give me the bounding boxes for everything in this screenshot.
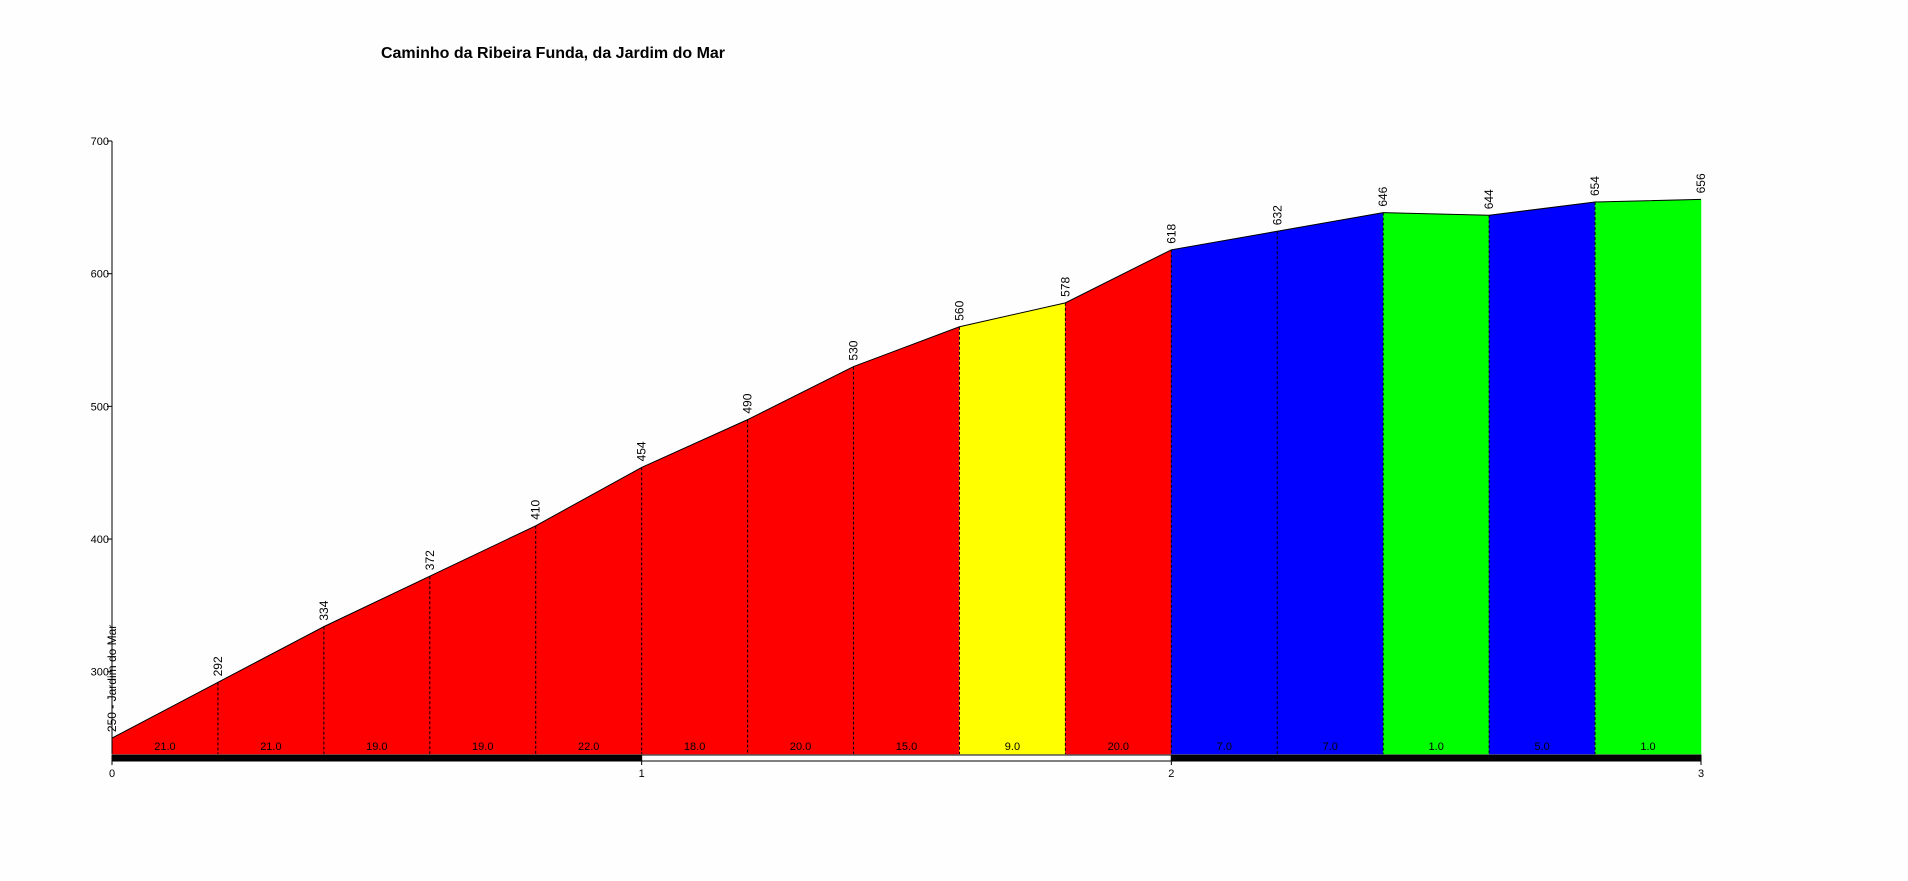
- segment: [1488, 201, 1596, 755]
- elevation-label: 372: [423, 550, 437, 570]
- chart-title: Caminho da Ribeira Funda, da Jardim do M…: [381, 45, 725, 62]
- gradient-label: 15.0: [896, 741, 917, 753]
- elevation-label: 656: [1694, 173, 1708, 193]
- km-strip: [111, 754, 643, 762]
- gradient-label: 20.0: [790, 741, 811, 753]
- elevation-label: 654: [1588, 176, 1602, 196]
- elevation-label: 410: [529, 499, 543, 519]
- gradient-label: 9.0: [1005, 741, 1020, 753]
- segment: [535, 466, 642, 755]
- elevation-label: 646: [1376, 186, 1390, 206]
- elevation-label: 454: [635, 441, 649, 461]
- segment: [1171, 230, 1278, 755]
- gradient-label: 19.0: [366, 741, 387, 753]
- segment: [1065, 249, 1172, 755]
- segment: [429, 525, 536, 755]
- segment: [1594, 199, 1702, 755]
- gradient-label: 19.0: [472, 741, 493, 753]
- y-tick-label: 300: [91, 667, 109, 679]
- gradient-label: 5.0: [1534, 741, 1549, 753]
- segment: [217, 626, 325, 755]
- km-strip: [641, 754, 1172, 762]
- segment: [1277, 212, 1384, 755]
- x-tick-label: 0: [109, 768, 115, 780]
- gradient-label: 1.0: [1640, 741, 1655, 753]
- gradient-label: 7.0: [1217, 741, 1232, 753]
- y-tick-label: 500: [91, 401, 109, 413]
- segment: [959, 302, 1066, 755]
- km-strip: [1170, 754, 1702, 762]
- elevation-label: 618: [1164, 223, 1178, 243]
- x-tick-label: 2: [1168, 768, 1174, 780]
- gradient-label: 21.0: [260, 741, 281, 753]
- elevation-label: 632: [1270, 205, 1284, 225]
- x-tick-label: 1: [639, 768, 645, 780]
- segment: [1382, 212, 1490, 755]
- elevation-label: 644: [1482, 189, 1496, 209]
- y-tick-label: 600: [91, 269, 109, 281]
- elevation-label: 560: [952, 300, 966, 320]
- y-tick-label: 700: [91, 136, 109, 148]
- elevation-label: 530: [847, 340, 861, 360]
- gradient-label: 7.0: [1323, 741, 1338, 753]
- gradient-label: 18.0: [684, 741, 705, 753]
- gradient-label: 21.0: [154, 741, 175, 753]
- segment: [641, 419, 748, 755]
- elevation-label: 578: [1058, 277, 1072, 297]
- segment: [747, 366, 854, 755]
- profile-line: [111, 198, 1702, 739]
- elevation-label: 334: [317, 600, 331, 620]
- gradient-label: 1.0: [1429, 741, 1444, 753]
- elevation-label: 292: [211, 656, 225, 676]
- segment: [323, 575, 431, 755]
- x-tick-label: 3: [1698, 768, 1704, 780]
- y-tick-label: 400: [91, 534, 109, 546]
- gradient-label: 22.0: [578, 741, 599, 753]
- segment: [853, 326, 960, 755]
- elevation-label: 490: [741, 393, 755, 413]
- gradient-label: 20.0: [1108, 741, 1129, 753]
